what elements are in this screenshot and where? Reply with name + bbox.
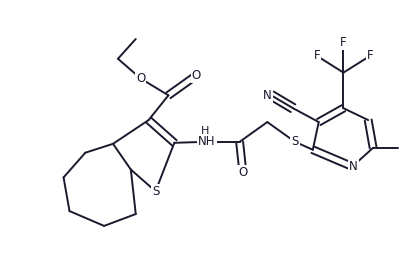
Text: F: F [367, 49, 373, 62]
Text: S: S [152, 185, 159, 198]
Text: O: O [238, 166, 247, 179]
Text: F: F [313, 49, 320, 62]
Text: N: N [263, 89, 272, 102]
Text: O: O [136, 72, 145, 85]
Text: NH: NH [198, 135, 216, 148]
Text: F: F [340, 36, 347, 50]
Text: N: N [349, 160, 358, 173]
Text: O: O [191, 69, 201, 82]
Text: S: S [291, 135, 299, 148]
Text: H
N: H N [201, 126, 209, 148]
